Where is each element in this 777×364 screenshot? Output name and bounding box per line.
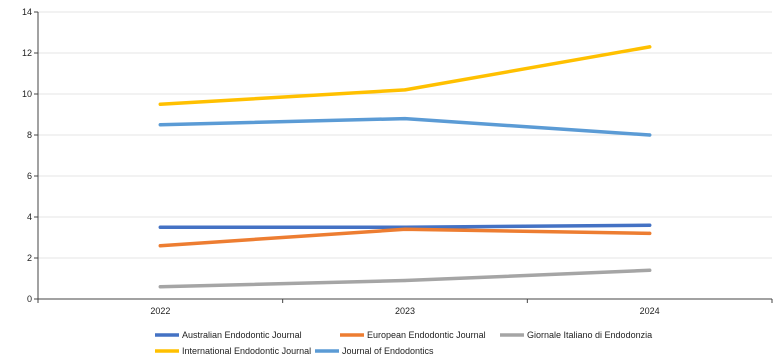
data-point xyxy=(648,231,652,235)
axes: 0 2 4 6 8 10 12 14 2022 2023 2024 xyxy=(22,7,773,316)
data-point xyxy=(158,102,162,106)
data-point xyxy=(403,278,407,283)
y-tick-label: 12 xyxy=(22,48,32,58)
y-tick-label: 6 xyxy=(27,171,32,181)
data-point xyxy=(158,244,162,248)
legend-item-label: Journal of Endodontics xyxy=(342,346,434,356)
legend-item-label: Giornale Italiano di Endodonzia xyxy=(527,330,652,340)
data-point xyxy=(648,45,652,49)
data-point xyxy=(403,227,407,231)
data-point xyxy=(648,268,652,272)
data-point xyxy=(158,123,162,127)
x-tick-label: 2023 xyxy=(395,306,415,316)
series-line-2 xyxy=(158,268,652,289)
data-point xyxy=(403,117,407,121)
legend-item-label: European Endodontic Journal xyxy=(367,330,486,340)
y-tick-label: 10 xyxy=(22,89,32,99)
x-tick-label: 2022 xyxy=(150,306,170,316)
legend-item-label: International Endodontic Journal xyxy=(182,346,311,356)
y-tick-label: 4 xyxy=(27,212,32,222)
data-point xyxy=(648,223,652,227)
y-tick-label: 8 xyxy=(27,130,32,140)
x-tick-label: 2024 xyxy=(640,306,660,316)
series-line-3 xyxy=(158,45,652,106)
data-point xyxy=(403,88,407,92)
legend: Australian Endodontic Journal European En… xyxy=(155,330,652,356)
gridlines xyxy=(38,11,772,259)
data-point xyxy=(158,285,162,289)
y-tick-label: 2 xyxy=(27,253,32,263)
series-lines xyxy=(158,45,652,289)
series-line-4 xyxy=(158,116,652,137)
data-point xyxy=(648,133,652,137)
y-tick-label: 0 xyxy=(27,294,32,304)
legend-item-label: Australian Endodontic Journal xyxy=(182,330,302,340)
series-line-1 xyxy=(158,227,652,248)
data-point xyxy=(158,225,162,229)
y-tick-label: 14 xyxy=(22,7,32,17)
